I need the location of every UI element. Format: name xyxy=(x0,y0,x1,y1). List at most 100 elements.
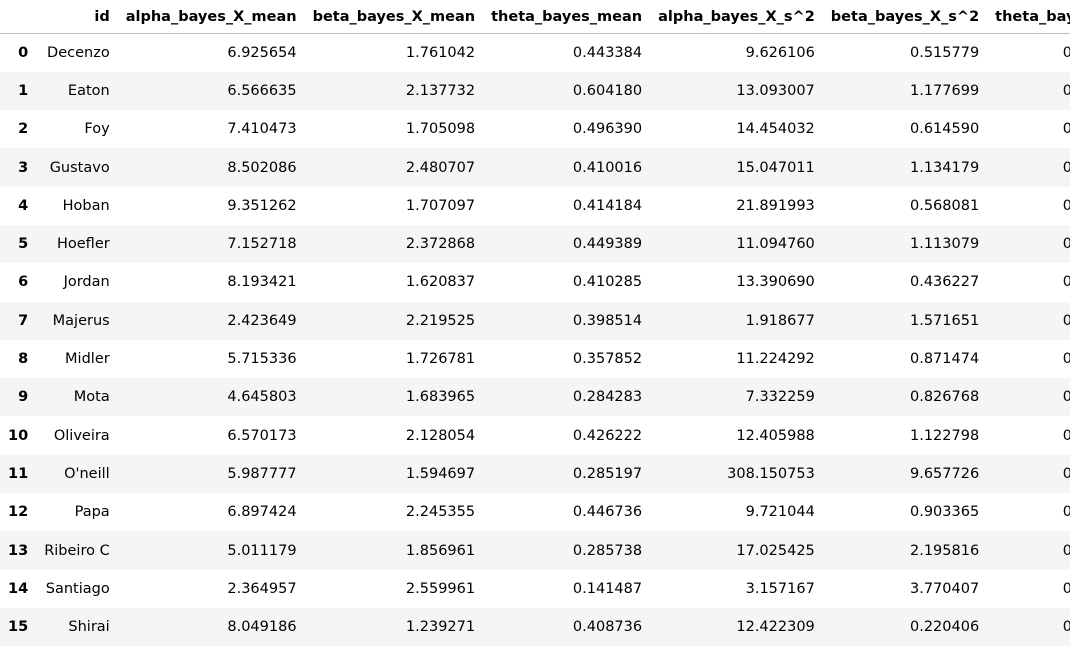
cell-id: Ribeiro C xyxy=(44,542,110,559)
cell-id: Hoefler xyxy=(56,236,110,253)
cell-beta-s2: 0.871474 xyxy=(909,351,980,368)
cell-beta-mean: 1.239271 xyxy=(405,619,476,636)
cell-id: Mota xyxy=(73,389,110,406)
cell-theta-mean: 0.410016 xyxy=(572,159,643,176)
cell-theta-s2: 0.021920 xyxy=(1062,82,1070,99)
table-row: 12 Papa 6.897424 2.245355 0.446736 9.721044 0.… xyxy=(0,493,1070,531)
cell-beta-s2: 1.571651 xyxy=(909,312,980,329)
cell-alpha-s2: 12.405988 xyxy=(736,427,815,444)
table-row: 9 Mota 4.645803 1.683965 0.284283 7.332259 0.8… xyxy=(0,378,1070,417)
column-header-beta-s2: beta_bayes_X_s^2 xyxy=(822,0,988,34)
cell-alpha-s2: 11.094760 xyxy=(736,236,815,253)
cell-id: Santiago xyxy=(45,580,110,597)
cell-alpha-mean: 9.351262 xyxy=(227,197,297,214)
table-row: 15 Shirai 8.049186 1.239271 0.408736 12.42230… xyxy=(0,607,1070,647)
cell-theta-s2: 0.013613 xyxy=(1062,504,1070,521)
cell-id: Jordan xyxy=(63,274,110,291)
cell-alpha-s2: 12.422309 xyxy=(736,619,815,636)
row-index: 1 xyxy=(18,82,29,99)
row-index: 3 xyxy=(18,159,29,176)
cell-theta-mean: 0.357852 xyxy=(572,351,643,368)
cell-theta-mean: 0.426222 xyxy=(572,427,643,444)
column-header-id: id xyxy=(36,0,118,34)
cell-id: Shirai xyxy=(68,619,110,636)
cell-beta-mean: 1.761042 xyxy=(405,44,476,61)
cell-id: Foy xyxy=(84,121,110,138)
cell-alpha-mean: 6.925654 xyxy=(227,44,297,61)
cell-id: Decenzo xyxy=(47,44,110,61)
cell-alpha-mean: 7.152718 xyxy=(227,236,297,253)
cell-beta-s2: 1.113079 xyxy=(909,236,980,253)
cell-beta-mean: 1.594697 xyxy=(405,465,476,482)
table-row: 14 Santiago 2.364957 2.559961 0.141487 3.1571… xyxy=(0,570,1070,608)
cell-theta-s2: 0.016964 xyxy=(1062,427,1070,444)
cell-beta-mean: 2.219525 xyxy=(405,312,476,329)
cell-theta-mean: 0.443384 xyxy=(572,44,643,61)
cell-id: Eaton xyxy=(67,82,110,99)
row-index: 4 xyxy=(18,197,29,214)
cell-beta-s2: 3.770407 xyxy=(909,580,980,597)
table-row: 7 Majerus 2.423649 2.219525 0.398514 1.918677… xyxy=(0,301,1070,340)
cell-alpha-mean: 6.897424 xyxy=(227,504,297,521)
row-index: 2 xyxy=(18,121,29,138)
cell-theta-mean: 0.449389 xyxy=(572,236,643,253)
cell-beta-mean: 1.705098 xyxy=(405,121,476,138)
cell-theta-s2: 0.016663 xyxy=(1062,121,1070,138)
cell-beta-mean: 2.480707 xyxy=(405,159,476,176)
table-row: 0 Decenzo 6.925654 1.761042 0.443384 9.626106… xyxy=(0,34,1070,72)
row-index: 14 xyxy=(8,580,29,597)
cell-beta-s2: 9.657726 xyxy=(909,465,980,482)
cell-theta-s2: 0.013393 xyxy=(1062,236,1070,253)
cell-theta-mean: 0.604180 xyxy=(572,82,643,99)
cell-alpha-mean: 7.410473 xyxy=(227,121,297,138)
cell-theta-mean: 0.285197 xyxy=(572,465,643,482)
cell-alpha-s2: 11.224292 xyxy=(736,351,815,368)
header-row: id alpha_bayes_X_mean beta_bayes_X_mean … xyxy=(0,0,1070,34)
cell-alpha-s2: 9.626106 xyxy=(745,44,815,61)
cell-id: Midler xyxy=(65,351,110,368)
cell-alpha-s2: 15.047011 xyxy=(736,159,815,176)
cell-alpha-mean: 6.570173 xyxy=(227,427,297,444)
cell-alpha-mean: 2.364957 xyxy=(227,580,297,597)
table-row: 10 Oliveira 6.570173 2.128054 0.426222 12.405… xyxy=(0,416,1070,454)
cell-theta-mean: 0.285738 xyxy=(572,542,643,559)
cell-beta-s2: 0.220406 xyxy=(909,619,980,636)
cell-alpha-mean: 5.987777 xyxy=(227,465,297,482)
table-row: 11 O'neill 5.987777 1.594697 0.285197 308.150… xyxy=(0,454,1070,494)
cell-alpha-s2: 21.891993 xyxy=(736,197,815,214)
cell-beta-s2: 1.122798 xyxy=(909,427,980,444)
cell-beta-s2: 0.614590 xyxy=(909,121,980,138)
column-header-theta-mean: theta_bayes_mean xyxy=(483,0,651,34)
column-header-alpha-s2: alpha_bayes_X_s^2 xyxy=(650,0,823,34)
column-header-alpha-mean: alpha_bayes_X_mean xyxy=(117,0,305,34)
table-row: 4 Hoban 9.351262 1.707097 0.414184 21.891993 0… xyxy=(0,187,1070,225)
cell-beta-mean: 1.856961 xyxy=(405,542,476,559)
table-body: 0 Decenzo 6.925654 1.761042 0.443384 9.626106… xyxy=(0,34,1070,647)
column-header-theta-s2: theta_bayes_s^2 xyxy=(987,0,1070,34)
cell-theta-mean: 0.410285 xyxy=(572,274,643,291)
cell-theta-s2: 0.013607 xyxy=(1062,465,1070,482)
cell-alpha-mean: 2.423649 xyxy=(227,312,297,329)
cell-theta-s2: 0.010492 xyxy=(1062,159,1070,176)
cell-theta-s2: 0.013559 xyxy=(1062,542,1070,559)
cell-alpha-s2: 308.150753 xyxy=(727,465,815,482)
cell-beta-mean: 2.128054 xyxy=(405,427,476,444)
column-header-beta-mean: beta_bayes_X_mean xyxy=(304,0,484,34)
cell-id: Hoban xyxy=(62,197,110,214)
cell-theta-s2: 0.010522 xyxy=(1062,197,1070,214)
cell-theta-s2: 0.013008 xyxy=(1062,44,1070,61)
table-row: 8 Midler 5.715336 1.726781 0.357852 11.224292… xyxy=(0,340,1070,378)
row-index: 8 xyxy=(18,351,29,368)
table-row: 1 Eaton 6.566635 2.137732 0.604180 13.093007 1… xyxy=(0,71,1070,111)
cell-beta-mean: 1.620837 xyxy=(405,274,476,291)
row-index: 7 xyxy=(18,312,29,329)
cell-alpha-s2: 7.332259 xyxy=(745,389,815,406)
index-header xyxy=(0,0,37,34)
cell-theta-mean: 0.398514 xyxy=(572,312,643,329)
row-index: 6 xyxy=(18,274,29,291)
cell-alpha-s2: 1.918677 xyxy=(745,312,815,329)
cell-alpha-s2: 13.093007 xyxy=(736,82,815,99)
row-index: 11 xyxy=(8,465,29,482)
cell-id: Papa xyxy=(74,504,110,521)
